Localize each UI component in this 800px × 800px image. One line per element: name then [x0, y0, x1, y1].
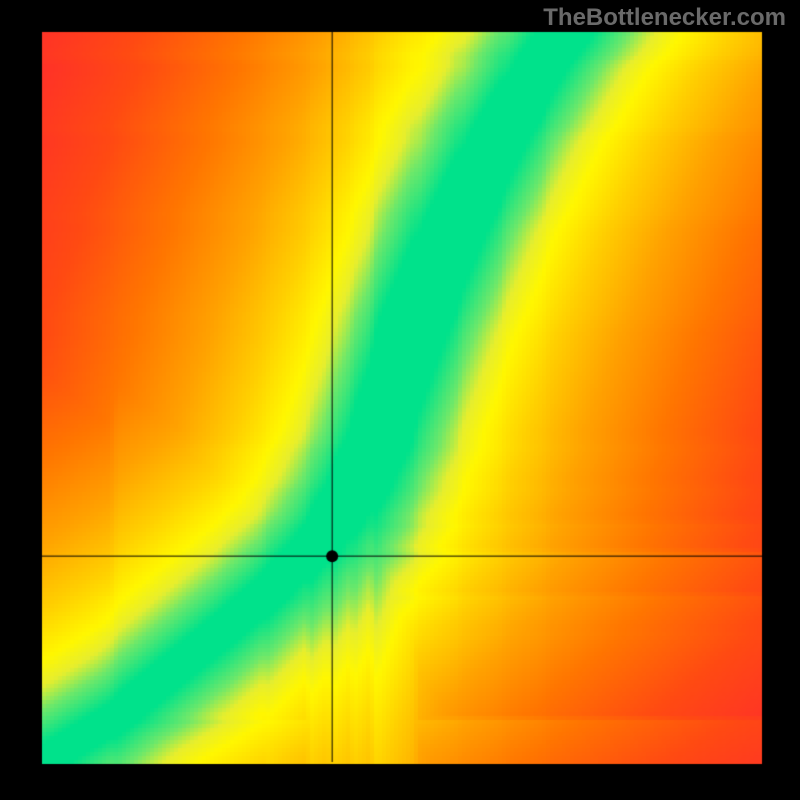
heatmap-canvas [0, 0, 800, 800]
watermark-text: TheBottlenecker.com [543, 4, 786, 32]
chart-container: TheBottlenecker.com [0, 0, 800, 800]
